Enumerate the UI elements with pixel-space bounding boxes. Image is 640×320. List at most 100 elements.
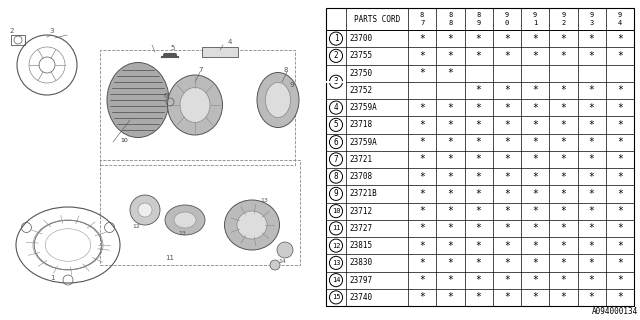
Circle shape	[330, 170, 342, 183]
Text: *: *	[447, 189, 453, 199]
Text: *: *	[561, 189, 566, 199]
Text: *: *	[561, 103, 566, 113]
Text: *: *	[476, 275, 481, 285]
Text: 23797: 23797	[349, 276, 372, 284]
Text: 3: 3	[333, 77, 339, 86]
Text: *: *	[447, 172, 453, 182]
Bar	[202, 47, 238, 57]
Circle shape	[138, 203, 152, 217]
Text: *: *	[419, 189, 425, 199]
Text: 1: 1	[533, 20, 537, 26]
Text: *: *	[561, 172, 566, 182]
Text: 4: 4	[618, 20, 622, 26]
Circle shape	[277, 242, 293, 258]
Text: 9: 9	[333, 189, 339, 198]
Text: 1: 1	[333, 34, 339, 43]
Text: *: *	[617, 206, 623, 216]
Text: 8: 8	[284, 67, 289, 73]
Circle shape	[330, 32, 342, 45]
Text: 23815: 23815	[349, 241, 372, 250]
Text: *: *	[532, 275, 538, 285]
Circle shape	[330, 274, 342, 287]
Text: *: *	[617, 103, 623, 113]
Text: *: *	[589, 206, 595, 216]
Text: *: *	[561, 292, 566, 302]
Text: *: *	[476, 292, 481, 302]
Text: *: *	[419, 68, 425, 78]
Text: *: *	[419, 223, 425, 233]
Text: *: *	[504, 103, 510, 113]
Text: *: *	[447, 241, 453, 251]
Text: 2: 2	[561, 20, 566, 26]
Text: 13: 13	[332, 260, 340, 266]
Text: 9: 9	[477, 20, 481, 26]
Text: 7: 7	[333, 155, 339, 164]
Text: 14: 14	[278, 259, 286, 264]
Text: 0: 0	[505, 20, 509, 26]
Text: *: *	[589, 85, 595, 95]
Text: *: *	[532, 292, 538, 302]
Text: *: *	[589, 275, 595, 285]
Text: 6: 6	[163, 93, 168, 99]
Text: *: *	[532, 120, 538, 130]
Text: 11: 11	[165, 255, 174, 261]
Text: 12: 12	[332, 243, 340, 249]
Text: *: *	[476, 51, 481, 61]
Text: *: *	[447, 275, 453, 285]
Circle shape	[330, 49, 342, 62]
Text: 9: 9	[505, 12, 509, 18]
Circle shape	[330, 136, 342, 149]
Text: 9: 9	[290, 82, 294, 88]
Text: *: *	[532, 206, 538, 216]
Text: *: *	[447, 223, 453, 233]
Circle shape	[330, 239, 342, 252]
Text: *: *	[419, 172, 425, 182]
Text: 1: 1	[50, 275, 54, 281]
Circle shape	[130, 195, 160, 225]
Text: *: *	[561, 34, 566, 44]
Circle shape	[330, 291, 342, 304]
Ellipse shape	[165, 205, 205, 235]
Text: *: *	[532, 189, 538, 199]
Text: 23759A: 23759A	[349, 138, 377, 147]
Text: 8: 8	[448, 20, 452, 26]
Text: *: *	[617, 120, 623, 130]
Text: *: *	[561, 241, 566, 251]
Text: A094000134: A094000134	[592, 307, 638, 316]
Text: *: *	[447, 120, 453, 130]
Text: *: *	[419, 137, 425, 147]
Text: *: *	[617, 34, 623, 44]
Text: *: *	[617, 137, 623, 147]
Text: 15: 15	[332, 294, 340, 300]
Text: *: *	[504, 85, 510, 95]
Text: *: *	[476, 85, 481, 95]
Text: 23759A: 23759A	[349, 103, 377, 112]
Text: *: *	[532, 154, 538, 164]
Text: *: *	[476, 223, 481, 233]
Text: *: *	[419, 258, 425, 268]
Text: *: *	[419, 241, 425, 251]
Text: *: *	[447, 103, 453, 113]
Ellipse shape	[180, 87, 210, 123]
Text: 9: 9	[589, 12, 594, 18]
Text: *: *	[561, 258, 566, 268]
Text: *: *	[476, 241, 481, 251]
Text: 5: 5	[170, 45, 174, 51]
Text: *: *	[617, 189, 623, 199]
Text: 9: 9	[618, 12, 622, 18]
Text: 3: 3	[49, 28, 54, 34]
Ellipse shape	[266, 83, 291, 117]
Text: *: *	[419, 34, 425, 44]
Text: *: *	[504, 51, 510, 61]
Bar	[100, 50, 295, 165]
Text: *: *	[419, 275, 425, 285]
Ellipse shape	[257, 73, 299, 127]
Bar	[100, 160, 300, 265]
Text: 9: 9	[533, 12, 537, 18]
Circle shape	[330, 75, 342, 88]
Bar	[0, 0, 320, 320]
Text: *: *	[504, 137, 510, 147]
Text: *: *	[617, 258, 623, 268]
Text: 23830: 23830	[349, 258, 372, 268]
Text: *: *	[447, 292, 453, 302]
